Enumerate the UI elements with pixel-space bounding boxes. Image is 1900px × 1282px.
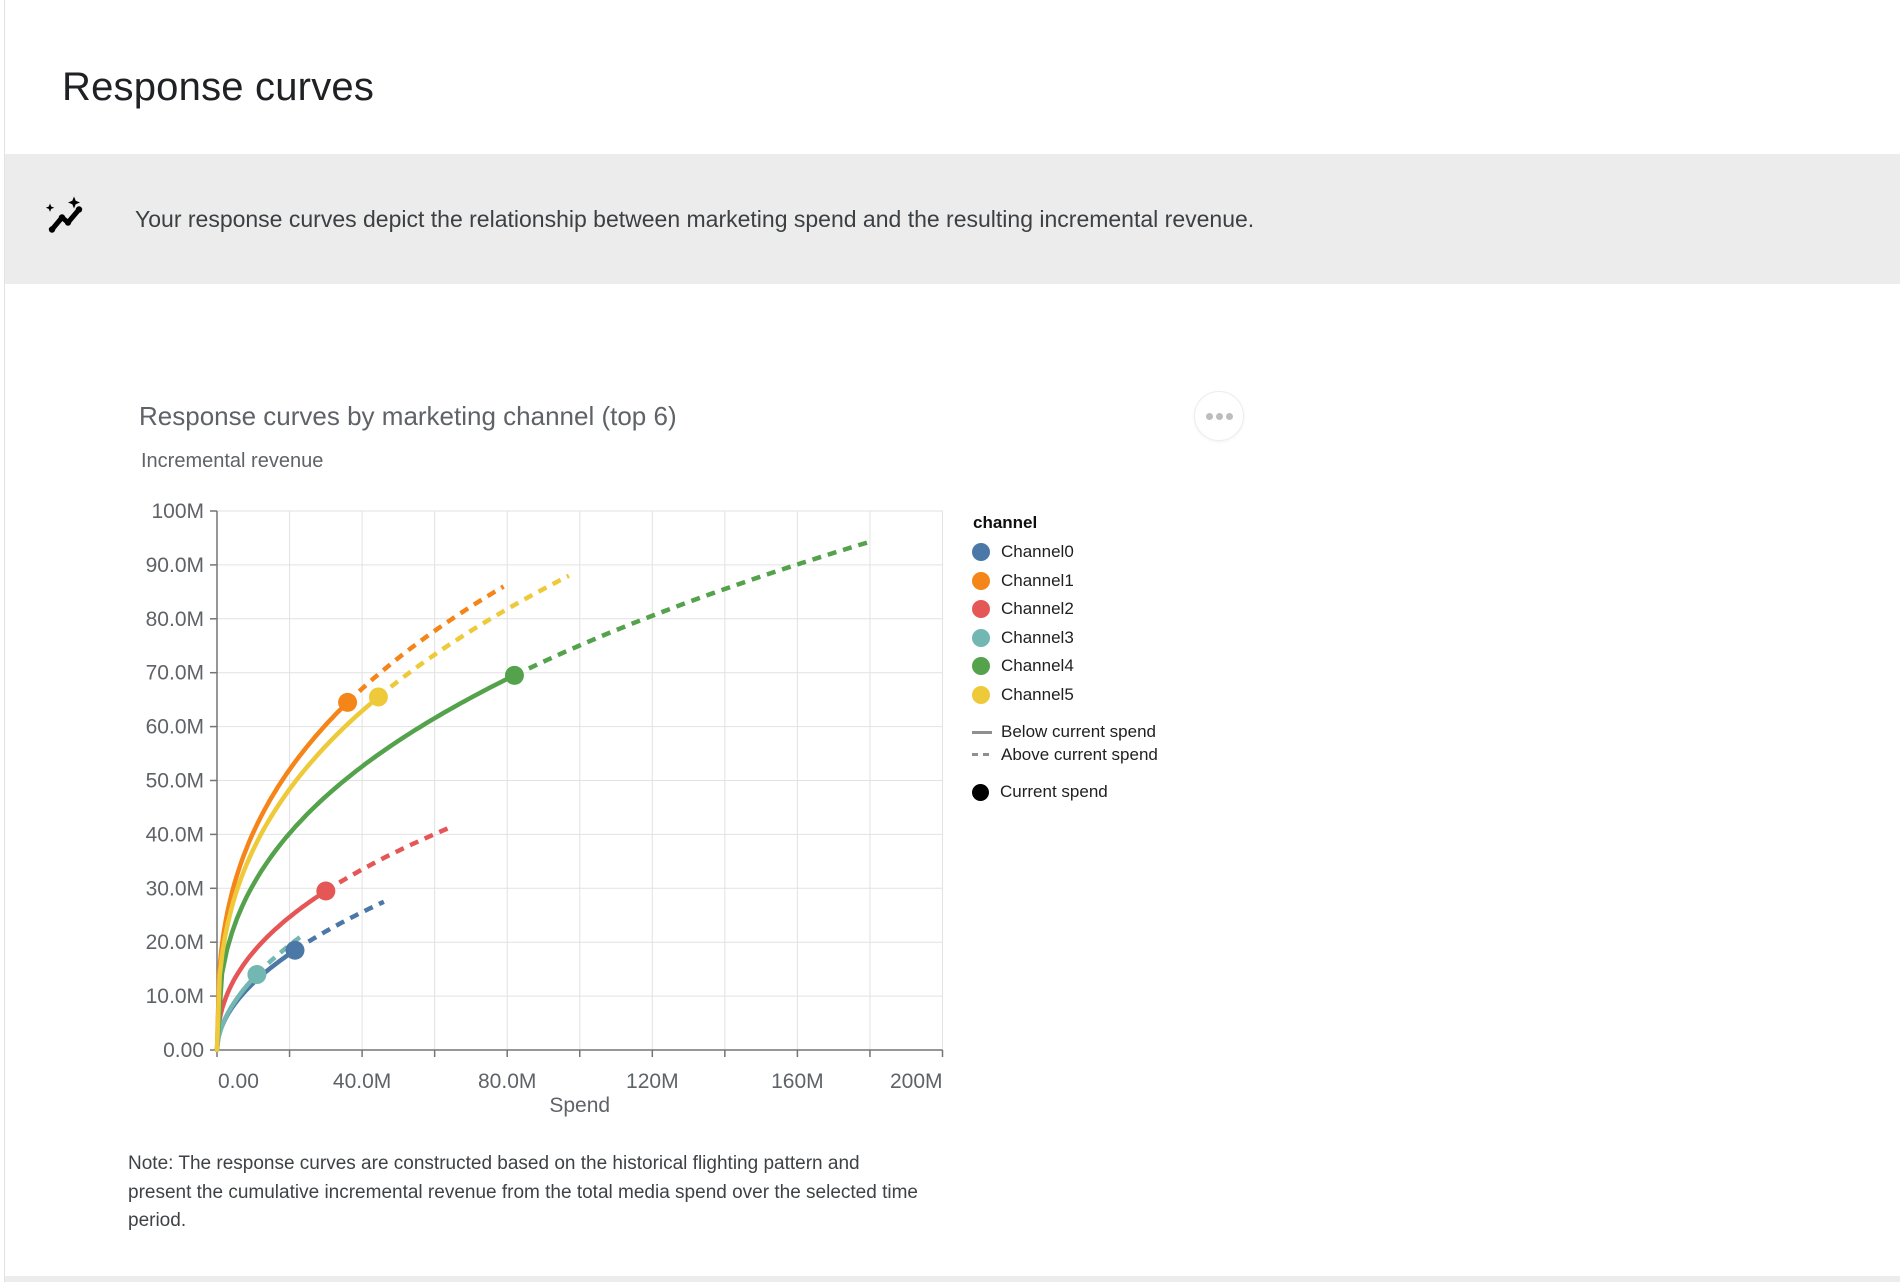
legend-item-Channel4: Channel4 (971, 652, 1211, 681)
y-tick-label: 20.0M (146, 931, 204, 954)
legend-item-current-spend: Current spend (971, 778, 1211, 806)
current-spend-dot-Channel4 (504, 665, 524, 685)
response-curve-dashed-Channel0 (293, 899, 385, 953)
chart-legend: channel Channel0 Channel1 Channel2 Channel3… (971, 512, 1211, 806)
legend-item-label: Below current spend (1001, 722, 1156, 742)
x-axis-title: Spend (549, 1094, 610, 1117)
y-tick-label: 10.0M (146, 985, 204, 1008)
legend-item-Channel1: Channel1 (971, 567, 1211, 596)
x-tick-label: 80.0M (478, 1070, 536, 1093)
legend-item-label: Channel3 (1001, 627, 1074, 647)
x-tick-label: 120M (626, 1070, 679, 1093)
current-spend-dot-Channel0 (285, 940, 305, 960)
legend-item-label: Above current spend (1001, 744, 1158, 764)
legend-color-swatch (972, 628, 990, 647)
current-spend-dot-Channel2 (316, 881, 336, 901)
chart-subtitle: Incremental revenue (141, 450, 324, 472)
next-section-edge (5, 1276, 1900, 1282)
legend-line-style-list: Below current spend Above current spend (971, 721, 1211, 766)
ellipsis-dot (1205, 412, 1213, 420)
legend-item-label: Current spend (1000, 782, 1108, 801)
legend-item-Channel3: Channel3 (971, 624, 1211, 653)
legend-color-swatch (972, 685, 990, 704)
legend-item-Channel2: Channel2 (971, 595, 1211, 624)
y-tick-label: 100M (151, 500, 204, 523)
current-spend-swatch (972, 783, 989, 801)
y-tick-label: 70.0M (146, 662, 204, 685)
response-curve-solid-Channel3 (214, 972, 260, 1053)
y-tick-label: 0.00 (163, 1039, 204, 1062)
y-tick-label: 50.0M (146, 770, 204, 793)
response-curve-dashed-Channel1 (346, 584, 505, 704)
legend-item-label: Channel1 (1001, 570, 1074, 590)
legend-item-Channel5: Channel5 (971, 681, 1211, 710)
legend-color-swatch (972, 657, 990, 676)
legend-item-below-current-spend: Below current spend (971, 721, 1211, 744)
legend-spacer (971, 766, 1211, 778)
chart-title: Response curves by marketing channel (to… (139, 401, 677, 431)
response-curve-solid-Channel1 (214, 700, 350, 1053)
legend-item-above-current-spend: Above current spend (971, 744, 1211, 767)
y-tick-label: 90.0M (146, 554, 204, 577)
y-tick-label: 40.0M (146, 823, 204, 846)
legend-channel-list: Channel0 Channel1 Channel2 Channel3 Channel4… (971, 538, 1211, 709)
legend-color-swatch (972, 600, 990, 619)
legend-item-label: Channel2 (1001, 599, 1074, 619)
legend-title: channel (973, 513, 1038, 532)
insights-icon (43, 196, 91, 243)
x-tick-label: 160M (771, 1070, 824, 1093)
current-spend-dot-Channel3 (247, 965, 267, 985)
legend-item-label: Channel5 (1001, 684, 1074, 704)
legend-item-label: Channel4 (1001, 656, 1074, 676)
x-tick-label: 40.0M (333, 1070, 391, 1093)
y-tick-label: 80.0M (146, 608, 204, 631)
legend-color-swatch (972, 571, 990, 590)
page-left-divider (4, 0, 5, 1282)
banner-text: Your response curves depict the relation… (135, 205, 1255, 232)
chart-more-options-button[interactable] (1194, 391, 1244, 441)
response-curve-dashed-Channel4 (513, 538, 875, 678)
chart-note: Note: The response curves are constructe… (128, 1153, 918, 1231)
ellipsis-dot (1225, 412, 1233, 420)
legend-color-swatch (972, 543, 990, 562)
response-curves-plot: 0.00 40.0M 80.0M 120M 160M 200M 0.00 10.0M 20.0M… (146, 500, 944, 1117)
response-curve-dashed-Channel5 (376, 573, 570, 699)
x-tick-label: 200M (890, 1070, 943, 1093)
page-title: Response curves (62, 64, 375, 109)
y-tick-label: 30.0M (146, 877, 204, 900)
response-curve-dashed-Channel3 (255, 932, 306, 977)
y-tick-label: 60.0M (146, 716, 204, 739)
dashed-line-swatch (972, 753, 992, 757)
solid-line-swatch (972, 730, 992, 734)
legend-spacer (971, 709, 1211, 721)
response-curve-solid-Channel2 (214, 888, 329, 1053)
ellipsis-dot (1215, 412, 1223, 420)
current-spend-dot-Channel1 (338, 692, 358, 712)
response-curve-solid-Channel5 (214, 694, 381, 1053)
legend-item-Channel0: Channel0 (971, 538, 1211, 567)
info-banner: Your response curves depict the relation… (5, 154, 1900, 284)
legend-item-label: Channel0 (1001, 542, 1074, 562)
x-tick-label: 0.00 (218, 1070, 259, 1093)
response-curve-dashed-Channel2 (324, 824, 454, 893)
response-curve-solid-Channel4 (214, 673, 517, 1053)
current-spend-dot-Channel5 (368, 687, 388, 707)
